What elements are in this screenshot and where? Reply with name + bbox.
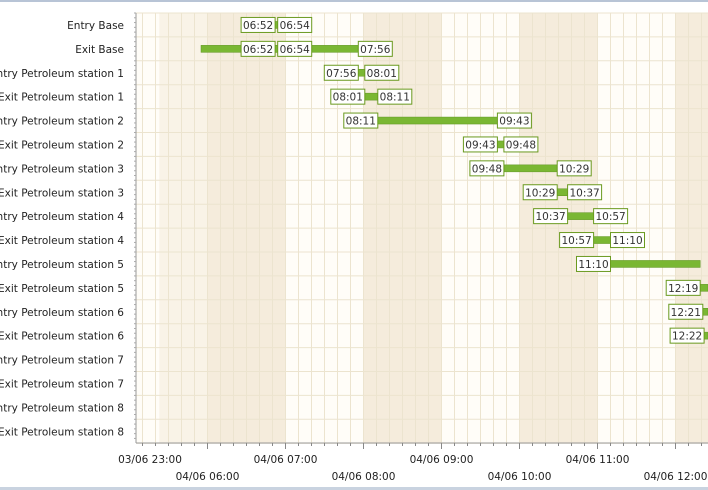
category-label: Entry Petroleum station 6	[0, 307, 124, 319]
bar-label-box	[593, 208, 629, 225]
bar-label-box	[240, 40, 276, 57]
bar-label-text: 10:37	[569, 187, 599, 199]
task-bar	[503, 164, 558, 173]
x-tick-label: 04/06 12:00	[644, 471, 708, 483]
category-label: Entry Petroleum station 4	[0, 211, 124, 223]
x-tick-label: 04/06 07:00	[254, 454, 318, 466]
category-label: Exit Petroleum station 1	[0, 92, 124, 104]
category-label: Entry Petroleum station 1	[0, 68, 124, 80]
bar-label-text: 06:52	[243, 20, 273, 32]
x-tick-label: 04/06 06:00	[176, 471, 240, 483]
grid-lines	[136, 12, 708, 444]
bar-label-box	[669, 327, 705, 344]
bar-label-box	[240, 16, 276, 33]
category-label: Exit Base	[75, 44, 124, 56]
bar-label-text: 10:29	[525, 187, 555, 199]
bar-label-text: 09:48	[506, 139, 536, 151]
x-tick-label: 04/06 08:00	[332, 471, 396, 483]
bar-label-text: 12:21	[671, 307, 701, 319]
window-top-border	[0, 0, 708, 2]
category-label: Exit Petroleum station 4	[0, 235, 124, 247]
axes	[134, 12, 708, 449]
task-bar	[364, 92, 379, 101]
category-label: Exit Petroleum station 8	[0, 426, 124, 438]
category-label: Exit Petroleum station 3	[0, 187, 124, 199]
bar-label-box	[665, 279, 701, 296]
task-bar	[358, 69, 366, 77]
bar-label-box	[567, 184, 603, 201]
bar-label-text: 12:19	[668, 283, 698, 295]
bar-label-text: 08:11	[346, 116, 376, 128]
bar-label-box	[462, 136, 498, 153]
bar-label-text: 08:01	[333, 92, 363, 104]
x-tick-labels: 03/06 23:00 04/06 06:00 04/06 07:00 04/06 0…	[118, 454, 707, 483]
bar-label-text: 10:29	[559, 163, 589, 175]
category-labels: Entry Base Exit Base Entry Petroleum stati…	[0, 20, 124, 438]
category-label: Entry Petroleum station 3	[0, 163, 124, 175]
bar-label-text: 10:57	[561, 235, 591, 247]
bar-label-box	[556, 160, 592, 177]
window-bottom-border	[0, 487, 708, 490]
category-label: Exit Petroleum station 7	[0, 378, 124, 390]
task-bar	[703, 331, 708, 340]
task-bar	[699, 284, 708, 292]
category-label: Exit Petroleum station 5	[0, 283, 124, 295]
bar-label-text: 09:48	[472, 163, 502, 175]
bar-label-box	[576, 255, 611, 272]
bar-label-box	[533, 208, 569, 225]
task-bar	[702, 308, 708, 316]
bar-label-text: 06:52	[243, 44, 273, 56]
bar-label-text: 11:10	[612, 235, 642, 247]
bar-label-text: 10:37	[535, 211, 565, 223]
task-bar	[497, 140, 505, 149]
bar-label-box	[522, 184, 558, 201]
bar-label-text: 07:56	[326, 68, 357, 80]
task-bar	[567, 212, 594, 220]
bar-label-box	[503, 136, 539, 153]
bar-label-text: 06:54	[280, 20, 311, 32]
bar-label-box	[469, 160, 505, 177]
x-tick-label: 03/06 23:00	[118, 454, 182, 466]
bar-label-text: 06:54	[280, 44, 311, 56]
task-bar	[556, 188, 568, 196]
x-tick-label: 04/06 11:00	[566, 454, 630, 466]
bar-label-text: 10:57	[595, 211, 625, 223]
bar-label-text: 12:22	[672, 331, 702, 343]
bar-label-box	[559, 232, 595, 249]
bar-label-text: 11:10	[578, 259, 608, 271]
bar-label-box	[277, 40, 313, 57]
bar-label-box	[377, 88, 413, 105]
x-tick-label: 04/06 10:00	[488, 471, 552, 483]
bar-label-box	[330, 88, 366, 105]
bar-label-text: 09:43	[465, 139, 495, 151]
bar-label-box	[610, 232, 645, 249]
category-label: Entry Petroleum station 7	[0, 355, 124, 367]
task-bar	[377, 116, 498, 125]
bar-label-text: 08:01	[367, 68, 397, 80]
category-label: Exit Petroleum station 6	[0, 331, 124, 343]
category-label: Entry Petroleum station 5	[0, 259, 124, 271]
category-label: Entry Petroleum station 8	[0, 402, 124, 414]
bar-label-text: 09:43	[499, 116, 529, 128]
bar-label-box	[357, 40, 393, 57]
bar-label-box	[343, 112, 379, 129]
bar-label-box	[496, 112, 532, 129]
bar-label-text: 07:56	[360, 44, 391, 56]
category-label: Entry Base	[67, 20, 124, 32]
bar-label-box	[364, 64, 400, 81]
bar-label-box	[323, 64, 359, 81]
bar-label-box	[277, 16, 313, 33]
task-bar	[593, 236, 611, 244]
category-label: Entry Petroleum station 2	[0, 116, 124, 128]
task-bar	[610, 260, 701, 268]
category-label: Exit Petroleum station 2	[0, 139, 124, 151]
bar-label-box	[668, 303, 704, 320]
bar-label-text: 08:11	[380, 92, 410, 104]
x-tick-label: 04/06 09:00	[410, 454, 474, 466]
